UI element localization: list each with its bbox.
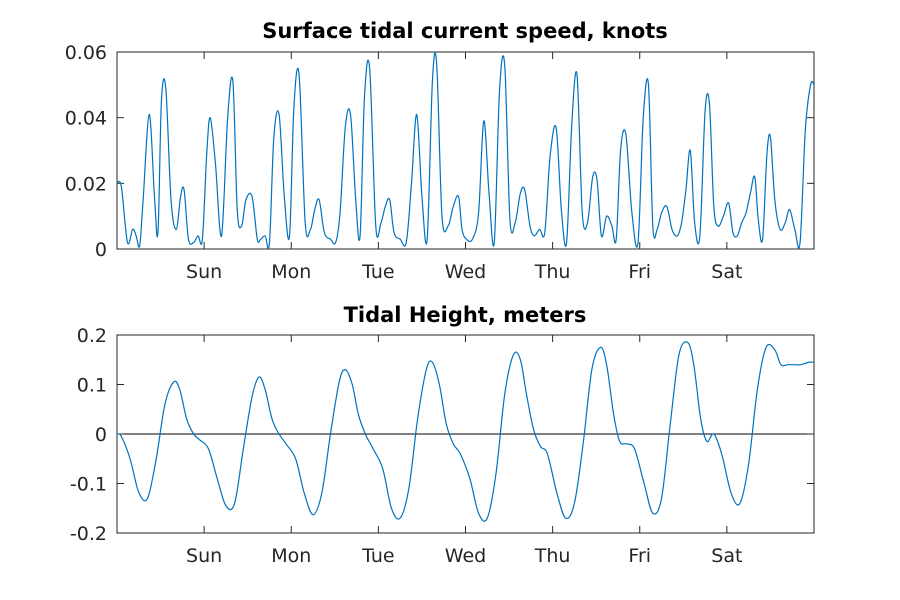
tidal-height-x-tick-label: Fri	[628, 545, 651, 567]
tidal-height-title: Tidal Height, meters	[344, 303, 587, 327]
current-speed-x-tick-label: Mon	[271, 261, 311, 283]
tidal-height-x-tick-label: Sun	[186, 545, 222, 567]
tidal-height-y-tick-label: 0	[95, 424, 107, 446]
current-speed-x-tick-label: Fri	[628, 261, 651, 283]
tidal-height-y-tick-label: 0.1	[77, 375, 107, 397]
tidal-height-y-tick-label: 0.2	[77, 325, 107, 347]
current-speed-y-tick-label: 0	[95, 239, 107, 261]
current-speed-y-tick-label: 0.04	[65, 108, 107, 130]
tidal-height-x-tick-label: Sat	[711, 545, 742, 567]
current-speed-x-tick-label: Tue	[361, 261, 394, 283]
tidal-height-plot: Tidal Height, meters Sun Mon Tue Wed Thu Fri S…	[70, 303, 815, 567]
current-speed-series-line	[116, 52, 815, 250]
current-speed-x-tick-label: Thu	[534, 261, 571, 283]
tidal-height-y-tick-label: -0.2	[70, 523, 107, 545]
tidal-height-x-tick-label: Tue	[361, 545, 394, 567]
current-speed-x-tick-label: Wed	[445, 261, 486, 283]
current-speed-ticks: Sun Mon Tue Wed Thu Fri Sat 0 0.02 0.04 0.06	[65, 42, 814, 283]
tidal-height-x-tick-label: Thu	[534, 545, 571, 567]
tidal-height-x-tick-label: Mon	[271, 545, 311, 567]
tidal-height-x-tick-label: Wed	[445, 545, 486, 567]
current-speed-y-tick-label: 0.06	[65, 42, 107, 64]
tidal-height-ticks: Sun Mon Tue Wed Thu Fri Sat -0.2 -0.1 0 0.1 0.2	[70, 325, 814, 567]
current-speed-x-tick-label: Sun	[186, 261, 222, 283]
current-speed-title: Surface tidal current speed, knots	[262, 19, 668, 43]
current-speed-y-tick-label: 0.02	[65, 173, 107, 195]
current-speed-x-tick-label: Sat	[711, 261, 742, 283]
current-speed-plot: Surface tidal current speed, knots Sun Mo…	[65, 19, 815, 283]
tidal-height-series-line	[116, 341, 815, 522]
tidal-height-y-tick-label: -0.1	[70, 474, 107, 496]
